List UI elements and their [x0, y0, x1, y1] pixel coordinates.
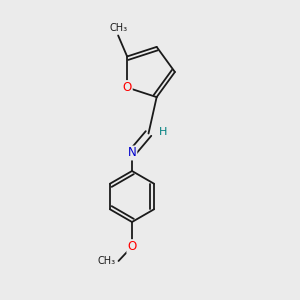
- Text: H: H: [159, 127, 167, 137]
- Text: CH₃: CH₃: [98, 256, 116, 266]
- Text: N: N: [128, 146, 136, 160]
- Text: O: O: [122, 81, 132, 94]
- Text: O: O: [128, 240, 136, 253]
- Text: CH₃: CH₃: [109, 23, 127, 33]
